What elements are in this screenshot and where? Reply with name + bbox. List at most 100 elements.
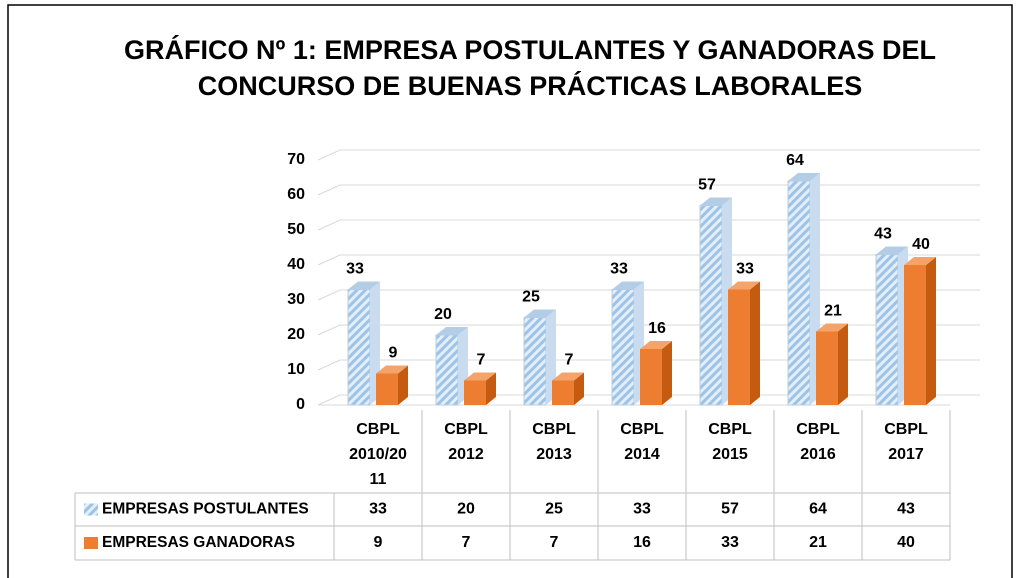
- bar-top: [524, 309, 556, 318]
- bar: [699, 197, 732, 406]
- bar-side: [662, 341, 672, 405]
- y-tick-label: 0: [296, 396, 305, 413]
- y-tick-label: 60: [287, 186, 305, 203]
- bar: [875, 246, 908, 406]
- y-tick-label: 30: [287, 291, 305, 308]
- data-label: 25: [522, 289, 540, 306]
- bar-top: [788, 173, 820, 181]
- legend-swatch: [84, 503, 98, 516]
- table-value: 33: [369, 501, 387, 518]
- legend-label: EMPRESAS POSTULANTES: [102, 501, 309, 518]
- grid-line: [317, 394, 980, 406]
- bar-top: [904, 257, 936, 265]
- bar-top: [612, 281, 644, 290]
- bar-top: [464, 372, 496, 381]
- data-label: 9: [389, 345, 398, 362]
- data-label: 21: [824, 303, 842, 320]
- grid-line: [317, 184, 980, 196]
- data-label: 20: [434, 306, 452, 323]
- table-value: 21: [809, 534, 827, 551]
- grid-line: [317, 219, 980, 231]
- table-value: 33: [633, 501, 651, 518]
- x-tick-label: CBPL 2012: [444, 421, 488, 463]
- y-tick-label: 10: [287, 361, 305, 378]
- bar-side: [574, 372, 584, 405]
- data-label: 33: [346, 261, 364, 278]
- bar-top: [700, 197, 732, 206]
- bar: [347, 281, 380, 406]
- bar: [376, 365, 408, 405]
- x-tick-label: CBPL 2010/2011: [349, 421, 407, 488]
- table-value: 7: [462, 534, 471, 551]
- bar: [611, 281, 644, 406]
- bar-front: [435, 334, 459, 406]
- bar-top: [436, 327, 468, 335]
- data-label: 33: [610, 261, 628, 278]
- x-tick-label: CBPL 2014: [620, 421, 664, 463]
- table-value: 43: [897, 501, 915, 518]
- table-value: 33: [721, 534, 739, 551]
- bar-front: [464, 380, 486, 405]
- table-value: 40: [897, 534, 915, 551]
- bar-side: [486, 372, 496, 405]
- bar-front: [904, 265, 926, 405]
- x-tick-label: CBPL 2016: [796, 421, 840, 463]
- data-label: 40: [912, 236, 930, 253]
- bar-top: [348, 281, 380, 290]
- bar-side: [838, 323, 848, 405]
- bar-front: [816, 331, 838, 405]
- grid-line: [317, 149, 980, 161]
- bar-front: [552, 380, 574, 405]
- bar-front: [611, 289, 635, 406]
- table-value: 9: [374, 534, 383, 551]
- y-tick-label: 40: [287, 256, 305, 273]
- legend-label: EMPRESAS GANADORAS: [102, 534, 295, 551]
- bar-front: [875, 254, 899, 406]
- bar: [816, 323, 848, 405]
- bar-front: [699, 205, 723, 406]
- bar: [435, 327, 468, 406]
- bar-side: [750, 281, 760, 405]
- data-label: 7: [565, 352, 574, 369]
- bar-front: [787, 180, 811, 406]
- table-value: 64: [809, 501, 827, 518]
- bar-side: [398, 365, 408, 405]
- x-tick-label: CBPL 2017: [884, 421, 928, 463]
- bar-front: [376, 373, 398, 405]
- data-label: 64: [786, 152, 804, 169]
- y-tick-label: 20: [287, 326, 305, 343]
- table-value: 7: [550, 534, 559, 551]
- data-label: 57: [698, 177, 716, 194]
- grid-line: [317, 254, 980, 266]
- bar-top: [640, 341, 672, 349]
- data-label: 43: [874, 226, 892, 243]
- x-tick-label: CBPL 2013: [532, 421, 576, 463]
- data-label: 7: [477, 352, 486, 369]
- legend-swatch: [84, 537, 98, 549]
- table-value: 16: [633, 534, 651, 551]
- frame: [7, 4, 1013, 578]
- table-value: 20: [457, 501, 475, 518]
- bar-top: [552, 372, 584, 381]
- grid-line: [317, 359, 980, 371]
- grid-line: [317, 324, 980, 336]
- bar-side: [926, 257, 936, 405]
- bar-top: [816, 323, 848, 332]
- bar: [523, 309, 556, 406]
- bar-top: [876, 246, 908, 255]
- bar-front: [347, 289, 371, 406]
- data-label: 33: [736, 261, 754, 278]
- y-tick-label: 70: [287, 151, 305, 168]
- bar-front: [728, 289, 750, 405]
- bar: [552, 372, 584, 405]
- table-value: 57: [721, 501, 739, 518]
- bar: [904, 257, 936, 405]
- x-tick-label: CBPL 2015: [708, 421, 752, 463]
- bar-front: [523, 317, 547, 406]
- grid-line: [317, 289, 980, 301]
- table-value: 25: [545, 501, 563, 518]
- bar-front: [640, 349, 662, 405]
- bar-top: [728, 281, 760, 290]
